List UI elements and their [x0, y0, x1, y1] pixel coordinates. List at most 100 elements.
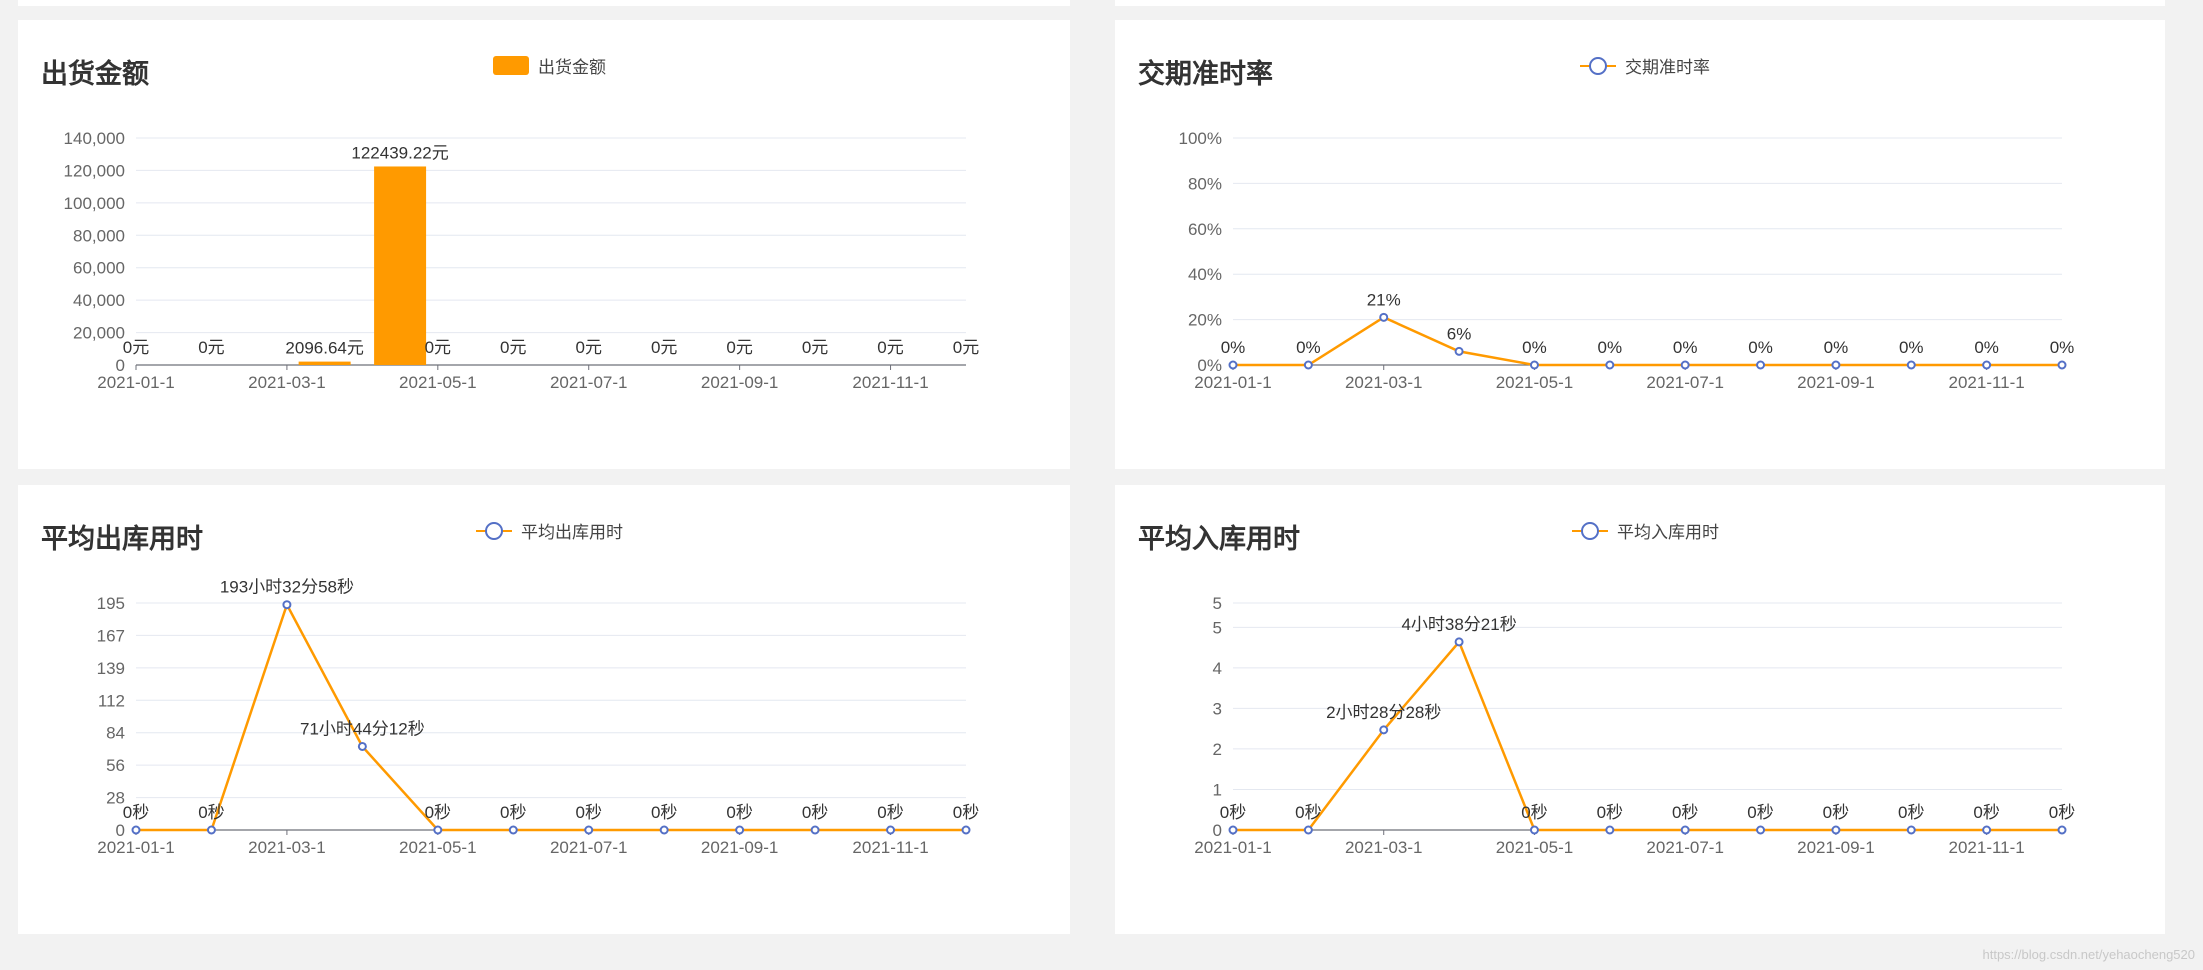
data-point — [1228, 825, 1238, 835]
data-label: 0秒 — [953, 803, 979, 822]
data-point — [1680, 825, 1690, 835]
data-point — [1906, 825, 1916, 835]
data-label: 4小时38分21秒 — [1401, 615, 1516, 634]
data-label: 0秒 — [1672, 803, 1698, 822]
y-tick-label: 0% — [1197, 356, 1222, 375]
data-label: 0元 — [425, 338, 451, 357]
data-point — [357, 741, 367, 751]
legend-swatch-line — [1572, 521, 1608, 540]
bar — [298, 361, 351, 365]
data-label: 0秒 — [877, 803, 903, 822]
series-line — [1233, 315, 2062, 367]
y-tick-label: 5 — [1213, 594, 1222, 613]
x-tick-label: 2021-05-1 — [1496, 373, 1574, 392]
data-point — [1605, 825, 1615, 835]
data-point — [1303, 360, 1313, 370]
data-point — [886, 825, 896, 835]
data-point — [584, 825, 594, 835]
data-point — [1680, 360, 1690, 370]
data-label: 0秒 — [1220, 803, 1246, 822]
bar-chart: 0 20,000 40,000 60,000 80,000 100,000 120,000 1… — [64, 129, 980, 392]
line-chart: 0 28 56 84 112 139 167 195 2021-01-1 2021-03-1 202… — [97, 578, 980, 857]
data-label: 0元 — [726, 338, 752, 357]
data-label: 0% — [1748, 338, 1773, 357]
y-tick-label: 100% — [1179, 129, 1222, 148]
data-label: 0秒 — [802, 803, 828, 822]
data-point — [1379, 312, 1389, 322]
legend-swatch-bar — [493, 56, 529, 75]
x-tick-label: 2021-09-1 — [701, 838, 779, 857]
top-strip-right — [1115, 0, 2165, 6]
y-tick-label: 60% — [1188, 220, 1222, 239]
x-tick-label: 2021-11-1 — [1949, 838, 2025, 857]
data-label: 0元 — [953, 338, 979, 357]
chart-legend[interactable]: 平均入库用时 — [1572, 518, 1719, 543]
data-label: 0秒 — [500, 803, 526, 822]
y-tick-label: 112 — [98, 691, 125, 710]
data-point — [508, 825, 518, 835]
chart-title: 平均入库用时 — [1138, 524, 1300, 554]
legend-label: 平均入库用时 — [1617, 523, 1719, 542]
data-point — [1303, 825, 1313, 835]
avg-inbound-time-panel: 平均入库用时 平均入库用时 0 1 2 3 4 5 5 2021-01-1 2021-03-1 2… — [1115, 485, 2165, 934]
x-tick-label: 2021-01-1 — [97, 373, 175, 392]
data-point — [1529, 825, 1539, 835]
y-tick-label: 20,000 — [73, 324, 125, 343]
chart-legend[interactable]: 平均出库用时 — [476, 518, 623, 543]
data-label: 6% — [1447, 324, 1472, 343]
data-label: 0秒 — [1747, 803, 1773, 822]
x-tick-label: 2021-01-1 — [1194, 838, 1272, 857]
y-tick-label: 140,000 — [64, 129, 125, 148]
data-label: 0元 — [500, 338, 526, 357]
data-point — [735, 825, 745, 835]
data-label: 0秒 — [198, 803, 224, 822]
x-tick-label: 2021-03-1 — [1345, 838, 1423, 857]
y-tick-label: 195 — [97, 594, 125, 613]
data-point — [1454, 637, 1464, 647]
top-strip-left — [18, 0, 1070, 6]
x-tick-label: 2021-09-1 — [1797, 838, 1875, 857]
data-label: 0秒 — [1521, 803, 1547, 822]
x-tick-label: 2021-01-1 — [1194, 373, 1272, 392]
avg-outbound-time-panel: 平均出库用时 平均出库用时 0 28 56 84 112 139 167 195 2021-01… — [18, 485, 1070, 934]
x-tick-label: 2021-03-1 — [1345, 373, 1423, 392]
data-label: 0元 — [198, 338, 224, 357]
chart-legend[interactable]: 交期准时率 — [1580, 53, 1710, 78]
data-label: 193小时32分58秒 — [220, 578, 354, 597]
data-point — [1906, 360, 1916, 370]
x-tick-label: 2021-01-1 — [97, 838, 175, 857]
data-label: 2096.64元 — [285, 339, 363, 358]
chart-legend[interactable]: 出货金额 — [493, 53, 606, 78]
data-point — [2057, 360, 2067, 370]
y-tick-label: 5 — [1213, 618, 1222, 637]
data-point — [2057, 825, 2067, 835]
data-label: 0元 — [651, 338, 677, 357]
y-tick-label: 20% — [1188, 311, 1222, 330]
data-point — [659, 825, 669, 835]
y-tick-label: 120,000 — [64, 161, 125, 180]
data-point — [282, 600, 292, 610]
data-point — [1756, 360, 1766, 370]
x-tick-label: 2021-11-1 — [852, 838, 928, 857]
data-label: 0秒 — [2049, 803, 2075, 822]
data-point — [206, 825, 216, 835]
data-point — [1529, 360, 1539, 370]
bar — [374, 166, 427, 365]
data-label: 2小时28分28秒 — [1326, 703, 1441, 722]
data-label: 0% — [1899, 338, 1924, 357]
y-tick-label: 0 — [116, 356, 125, 375]
chart-title: 交期准时率 — [1138, 59, 1273, 89]
data-label: 0元 — [802, 338, 828, 357]
y-tick-label: 3 — [1213, 699, 1222, 718]
legend-label: 交期准时率 — [1625, 58, 1710, 77]
data-label: 0秒 — [651, 803, 677, 822]
data-label: 0% — [1522, 338, 1547, 357]
y-tick-label: 0 — [116, 821, 125, 840]
x-tick-label: 2021-03-1 — [248, 838, 326, 857]
legend-swatch-line — [476, 521, 512, 540]
y-tick-label: 1 — [1213, 780, 1222, 799]
data-point — [433, 825, 443, 835]
x-tick-label: 2021-07-1 — [1646, 838, 1724, 857]
data-label: 71小时44分12秒 — [300, 719, 425, 738]
chart-title: 平均出库用时 — [41, 524, 203, 554]
